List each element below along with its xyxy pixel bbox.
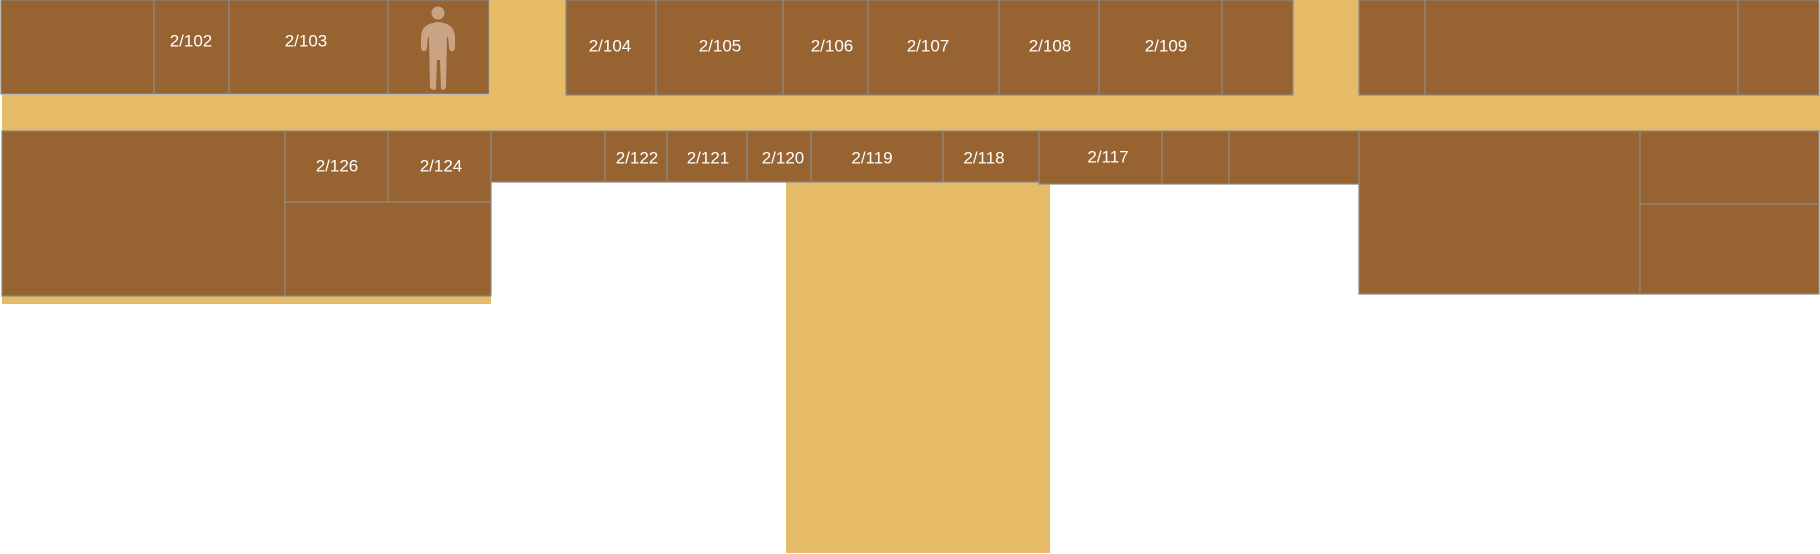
room-unlabeled <box>1639 203 1820 295</box>
room-2-104[interactable] <box>565 0 657 96</box>
south-wing-corridor <box>786 180 1050 553</box>
room-unlabeled <box>284 201 492 297</box>
corridor-connector-right <box>1293 0 1359 96</box>
room-2-106[interactable] <box>782 0 869 96</box>
room-2-118[interactable] <box>942 130 1040 183</box>
room-2-124[interactable] <box>387 130 492 203</box>
room-unlabeled <box>1 130 286 297</box>
room-2-108[interactable] <box>998 0 1100 96</box>
room-unlabeled <box>1737 0 1820 96</box>
room-unlabeled <box>1639 130 1820 205</box>
room-unlabeled <box>1221 0 1294 96</box>
room-unlabeled <box>1424 0 1739 96</box>
room-2-121[interactable] <box>666 130 748 183</box>
room-unlabeled <box>1228 130 1360 185</box>
room-2-107[interactable] <box>867 0 1000 96</box>
room-2-103[interactable] <box>228 0 389 95</box>
room-2-117[interactable] <box>1038 130 1163 185</box>
person-icon <box>421 6 455 90</box>
room-2-105[interactable] <box>655 0 784 96</box>
room-2-102[interactable] <box>153 0 230 95</box>
room-unlabeled <box>1358 0 1426 96</box>
room-unlabeled <box>1161 130 1230 185</box>
room-2-109[interactable] <box>1098 0 1223 96</box>
corridor-connector-left <box>490 0 566 96</box>
room-2-126[interactable] <box>284 130 389 203</box>
room-unlabeled <box>1358 130 1641 295</box>
main-corridor <box>2 95 1820 132</box>
room-2-122[interactable] <box>604 130 668 183</box>
room-unlabeled <box>490 130 606 183</box>
room-2-119[interactable] <box>810 130 944 183</box>
room-unlabeled <box>0 0 155 95</box>
room-2-120[interactable] <box>746 130 812 183</box>
